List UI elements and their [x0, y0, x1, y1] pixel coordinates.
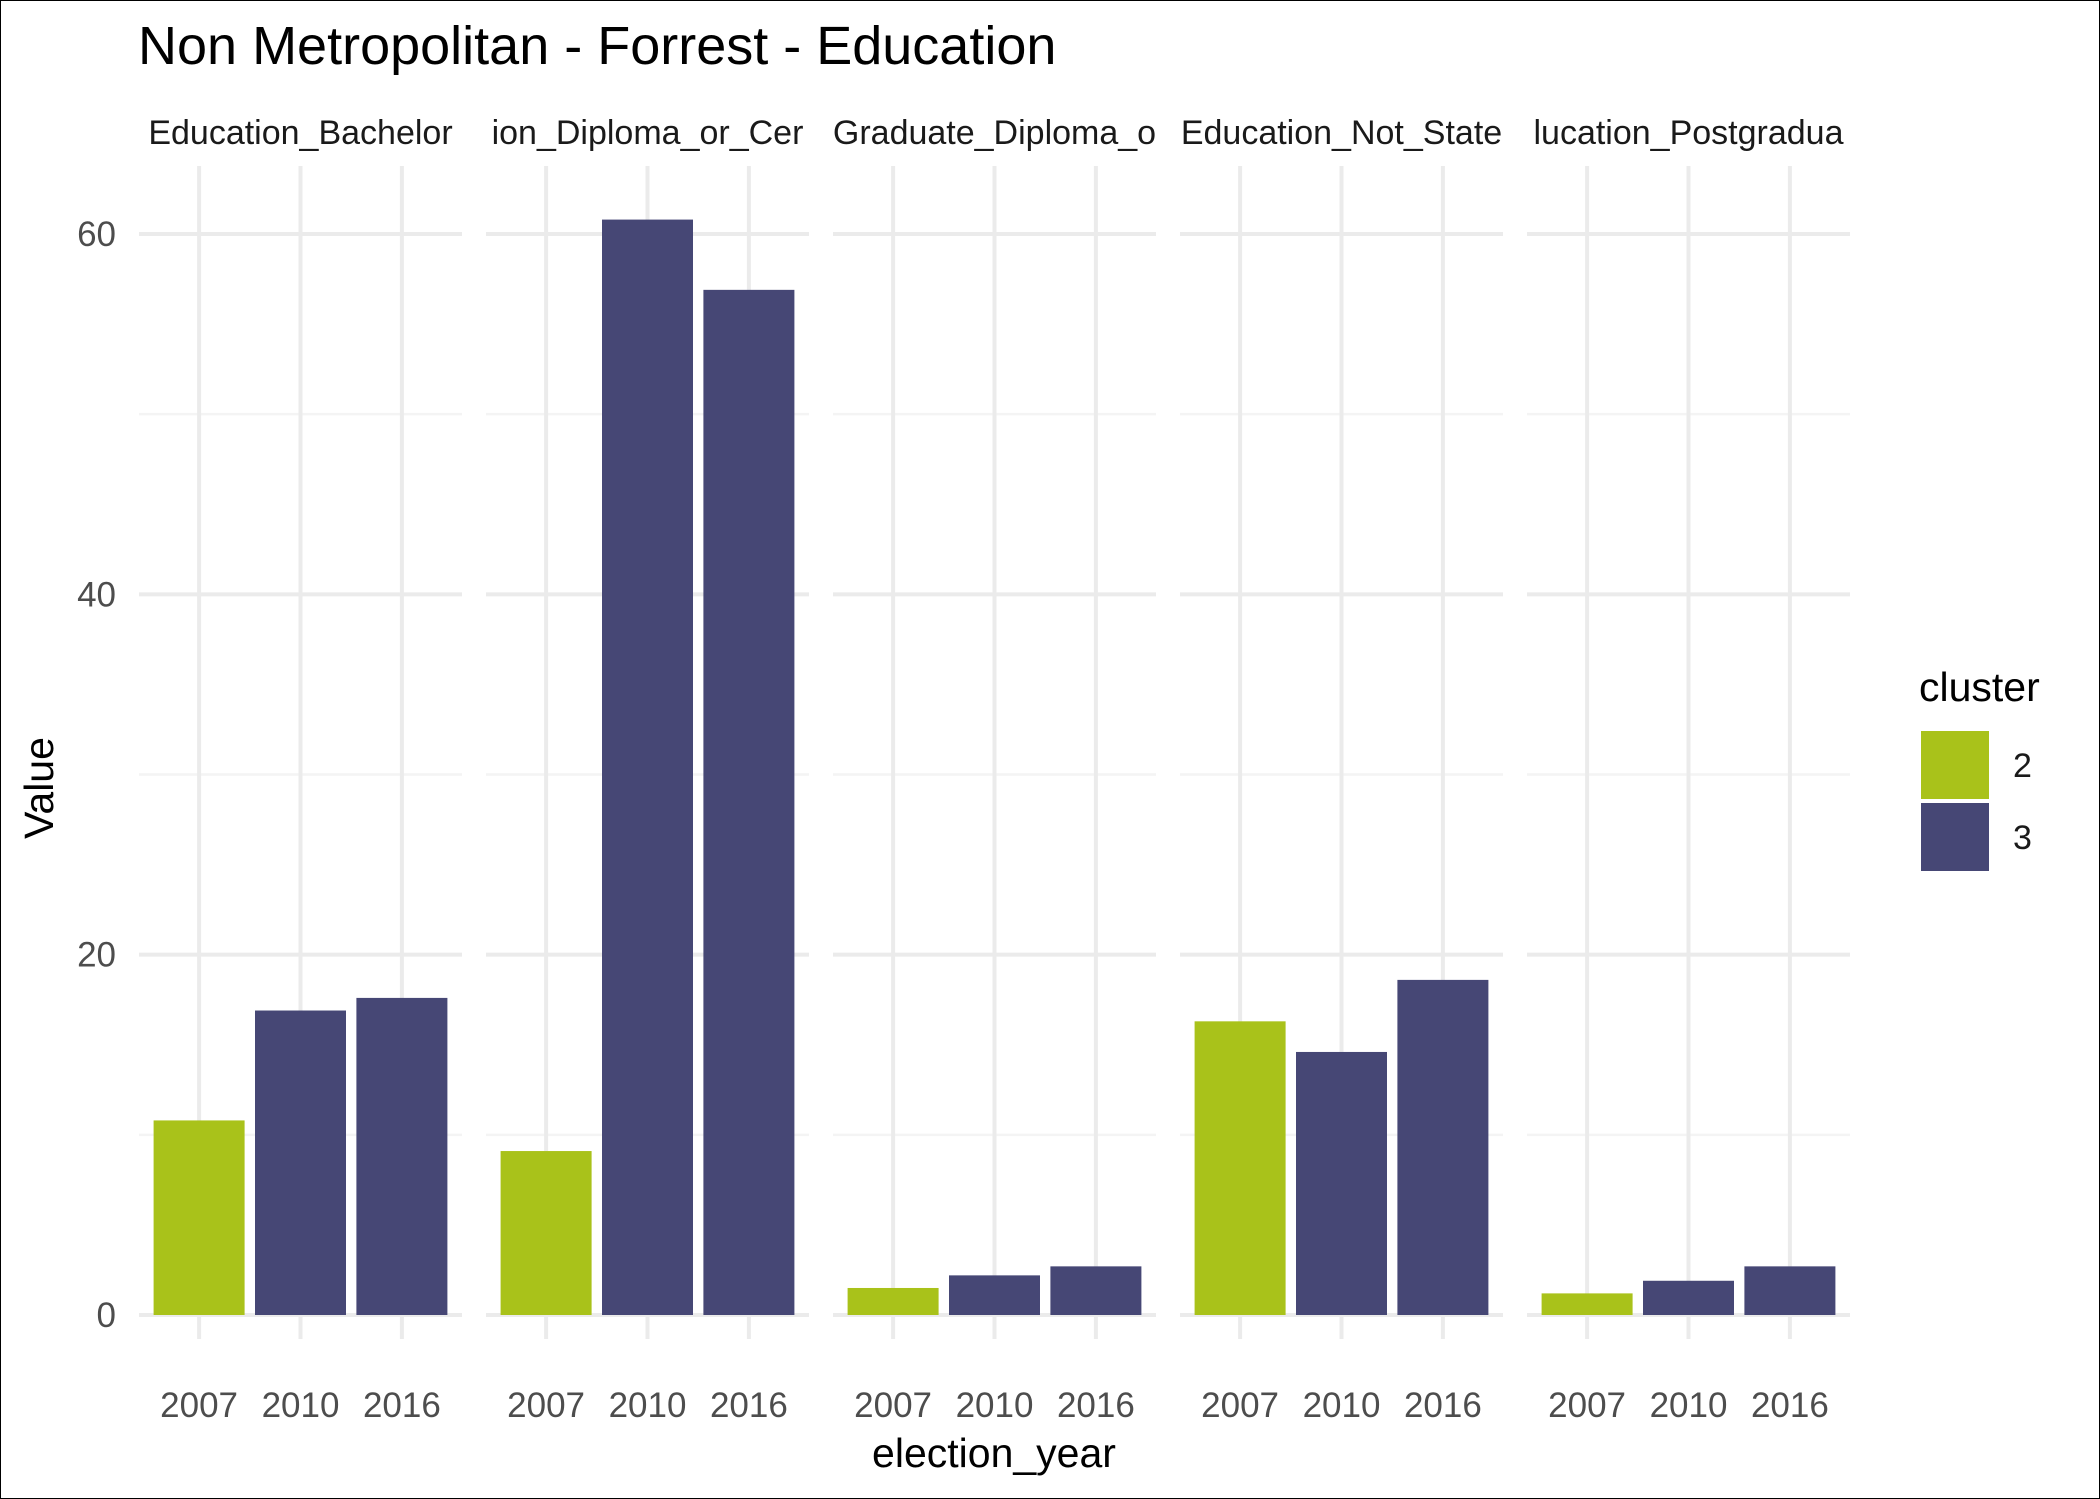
x-tick-label: 2016	[710, 1386, 788, 1425]
x-tick-label: 2016	[363, 1386, 441, 1425]
bar	[1643, 1280, 1734, 1315]
y-axis-title: Value	[16, 737, 62, 839]
x-tick-label: 2010	[956, 1386, 1034, 1425]
facet-panel: 2007 2010 2016 Education_Not_State	[1180, 114, 1503, 1425]
x-tick-label: 2010	[609, 1386, 687, 1425]
bar	[703, 289, 795, 1315]
x-tick-label: 2016	[1057, 1386, 1135, 1425]
x-tick-label: 2010	[1303, 1386, 1381, 1425]
x-tick-label: 2007	[1548, 1386, 1626, 1425]
legend-title: cluster	[1919, 664, 2040, 710]
x-tick-label: 2007	[1201, 1386, 1279, 1425]
facet-strip-label: Graduate_Diploma_o	[833, 114, 1156, 152]
chart-title: Non Metropolitan - Forrest - Education	[138, 16, 1056, 76]
bar	[500, 1151, 592, 1315]
bar	[949, 1275, 1040, 1315]
x-tick-label: 2007	[854, 1386, 932, 1425]
bar	[153, 1120, 245, 1315]
x-tick-label: 2010	[262, 1386, 340, 1425]
bar	[1744, 1266, 1836, 1315]
facet-strip-label: ion_Diploma_or_Cer	[492, 114, 804, 152]
y-tick-label: 60	[77, 215, 116, 254]
y-axis: 0 20 40 60	[77, 215, 116, 1335]
bar	[1541, 1293, 1633, 1315]
x-tick-label: 2007	[160, 1386, 238, 1425]
x-tick-label: 2016	[1404, 1386, 1482, 1425]
legend-key	[1921, 803, 1989, 871]
bar	[847, 1287, 939, 1315]
x-tick-label: 2010	[1650, 1386, 1728, 1425]
legend-label: 2	[2013, 747, 2032, 785]
bar	[1050, 1266, 1142, 1315]
legend-key	[1921, 731, 1989, 799]
x-tick-label: 2007	[507, 1386, 585, 1425]
bar	[602, 219, 693, 1315]
facet-panel: 2007 2010 2016 Education_Bachelor	[139, 114, 462, 1425]
x-tick-label: 2016	[1751, 1386, 1829, 1425]
y-tick-label: 0	[97, 1296, 116, 1335]
legend-label: 3	[2013, 819, 2032, 857]
facet-panel: 2007 2010 2016 Graduate_Diploma_o	[833, 114, 1156, 1425]
facet-panel: 2007 2010 2016 lucation_Postgradua	[1527, 114, 1850, 1425]
bar	[1194, 1021, 1286, 1315]
y-tick-label: 40	[77, 575, 116, 614]
y-tick-label: 20	[77, 936, 116, 975]
facet-strip-label: Education_Bachelor	[148, 114, 452, 152]
facet-panel: 2007 2010 2016 ion_Diploma_or_Cer	[486, 114, 809, 1425]
bar	[255, 1010, 346, 1315]
bar	[1296, 1051, 1387, 1315]
facet-strip-label: Education_Not_State	[1181, 114, 1502, 152]
x-axis-title: election_year	[872, 1430, 1116, 1476]
bar	[1397, 979, 1489, 1315]
facet-strip-label: lucation_Postgradua	[1533, 114, 1843, 152]
legend: cluster 2 3	[1919, 664, 2040, 871]
bar	[356, 997, 448, 1315]
